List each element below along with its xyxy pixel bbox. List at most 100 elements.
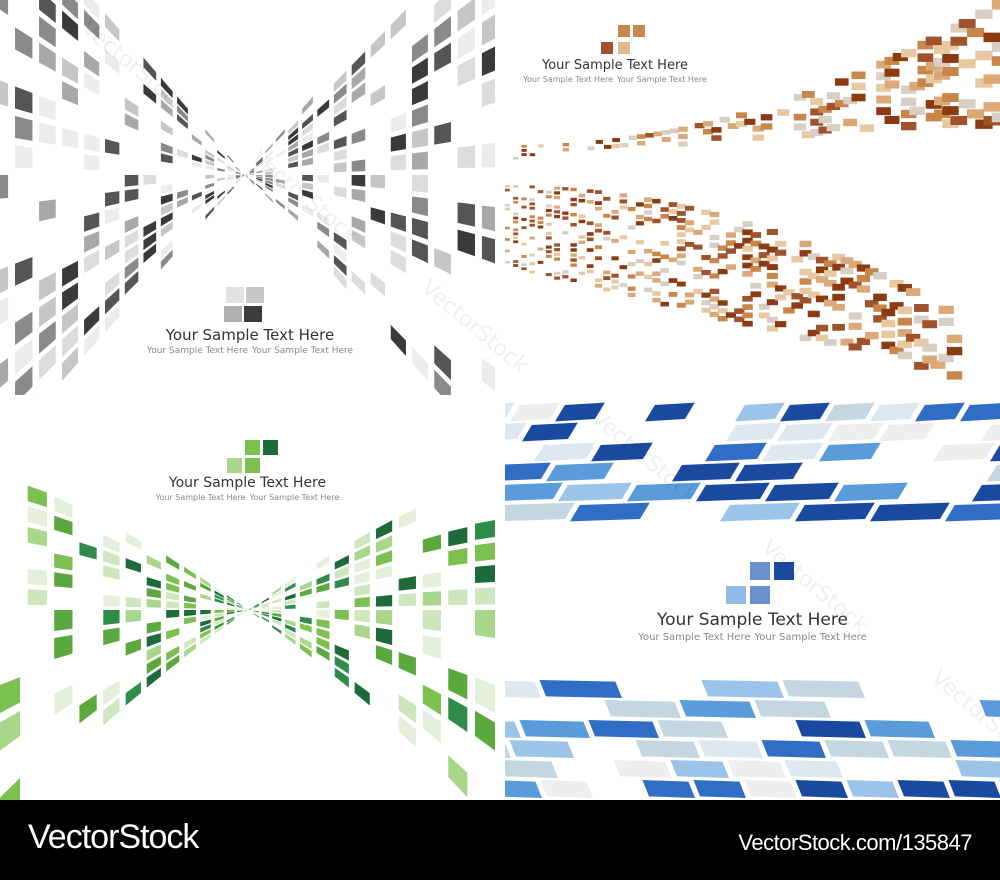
tile: [0, 710, 21, 751]
panel-blue: [505, 402, 1000, 798]
tile: [760, 123, 773, 130]
tile: [351, 229, 366, 249]
tile: [521, 226, 527, 230]
tile: [62, 282, 79, 311]
tile: [316, 636, 330, 651]
tile: [316, 582, 330, 593]
tile: [457, 229, 475, 257]
tile: [160, 142, 173, 155]
tile: [819, 442, 881, 462]
tile: [644, 197, 653, 202]
tile: [143, 243, 157, 264]
tile: [245, 175, 249, 177]
tile: [457, 0, 475, 32]
tile: [261, 597, 270, 604]
tile: [619, 265, 628, 270]
tile: [299, 588, 312, 597]
tile: [879, 422, 935, 442]
tile: [505, 760, 558, 778]
tile: [657, 720, 728, 738]
tile: [146, 554, 161, 570]
tile: [249, 175, 255, 178]
logo-tile: [226, 287, 244, 303]
tile: [645, 402, 695, 422]
tile: [54, 515, 73, 536]
tile: [810, 98, 824, 106]
tile: [661, 129, 671, 135]
tile: [521, 242, 527, 246]
tile: [604, 144, 612, 149]
tile: [578, 271, 586, 276]
tile: [333, 96, 347, 116]
tile: [265, 180, 273, 185]
tile: [0, 777, 21, 800]
tile: [245, 175, 249, 177]
tile: [513, 216, 519, 220]
tile: [256, 163, 263, 169]
tile: [685, 241, 695, 247]
tile: [670, 128, 680, 134]
tile: [104, 139, 120, 155]
tile: [676, 260, 686, 266]
tile: [236, 610, 243, 613]
tile: [668, 257, 678, 263]
tile: [474, 677, 495, 714]
tile: [505, 742, 511, 758]
tile: [595, 190, 602, 194]
tile: [248, 609, 252, 610]
tile: [824, 740, 889, 758]
tile: [905, 288, 921, 296]
tile: [411, 346, 428, 381]
tile: [390, 154, 406, 171]
tile: [253, 610, 259, 613]
tile: [611, 209, 619, 214]
tile: [791, 302, 804, 309]
tile: [832, 293, 845, 301]
tile: [505, 502, 575, 522]
tile: [333, 70, 347, 93]
tile: [226, 602, 235, 607]
tile: [253, 604, 259, 608]
tile: [253, 603, 259, 608]
tile: [644, 261, 653, 267]
tile: [660, 207, 669, 212]
tile: [545, 222, 552, 226]
tile: [513, 228, 519, 232]
tile: [570, 258, 577, 262]
tile: [709, 304, 720, 310]
tile: [200, 614, 211, 621]
tile: [474, 710, 495, 751]
tile: [205, 149, 215, 159]
tile: [870, 402, 920, 422]
tile: [160, 184, 173, 194]
tile: [522, 422, 578, 442]
tile: [709, 273, 720, 279]
tile: [909, 106, 925, 116]
tile: [226, 597, 235, 604]
tile: [253, 611, 259, 616]
tile: [851, 93, 866, 102]
tile: [261, 611, 270, 615]
tile: [826, 92, 841, 100]
tile: [235, 176, 241, 179]
tile: [205, 164, 215, 171]
tile: [513, 185, 519, 188]
tile: [457, 202, 475, 227]
tile: [275, 178, 285, 184]
tile: [619, 205, 628, 210]
tile: [125, 610, 141, 623]
tile: [256, 179, 263, 184]
tile: [124, 188, 139, 203]
tile: [217, 177, 225, 182]
tile: [668, 209, 678, 214]
tile: [288, 120, 299, 135]
tile: [244, 610, 248, 613]
tile: [513, 200, 519, 204]
tile: [505, 185, 510, 188]
tile: [54, 610, 73, 632]
tile: [103, 535, 120, 553]
tile: [390, 324, 406, 357]
tile: [758, 303, 770, 310]
tile: [272, 610, 282, 614]
tile: [612, 144, 620, 149]
